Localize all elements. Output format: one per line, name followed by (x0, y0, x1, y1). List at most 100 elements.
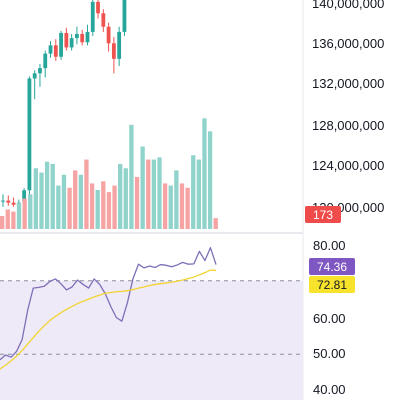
volume-bar (129, 124, 134, 229)
candle-body (22, 190, 27, 202)
candle (101, 9, 106, 32)
rsi-ma-badge: 72.81 (309, 276, 355, 293)
price-axis[interactable]: 140,000,000 136,000,000 132,000,000 128,… (312, 0, 384, 215)
volume-bar (118, 163, 123, 229)
candle-body (85, 31, 90, 43)
candle-body (101, 13, 106, 27)
rsi-tick-label: 40.00 (313, 382, 346, 397)
candle (48, 41, 53, 58)
volume-bar (162, 183, 168, 229)
candle (117, 26, 122, 67)
volume-bar (84, 159, 89, 229)
rsi-pane[interactable] (0, 247, 303, 400)
candle-body (11, 202, 16, 205)
volume-bar (28, 194, 33, 229)
candle-body (117, 31, 122, 59)
volume-bar (61, 174, 67, 229)
volume-bar (33, 168, 39, 229)
candle-body (80, 33, 85, 43)
last-volume-badge-bg (305, 206, 341, 223)
rsi-axis[interactable]: 80.00 60.00 50.00 40.00 (313, 238, 346, 397)
candle (80, 29, 85, 46)
rsi-ma-badge-bg (309, 276, 355, 293)
last-volume-value: 173 (313, 208, 333, 222)
rsi-tick-label: 60.00 (313, 311, 346, 326)
candle (64, 27, 69, 51)
volume-bar (151, 159, 157, 229)
candle (85, 24, 90, 46)
candle-body (43, 53, 48, 69)
volume-bar (101, 181, 106, 229)
volume-bar (168, 185, 173, 229)
volume-bar (22, 198, 27, 229)
candle-body (59, 32, 63, 57)
volume-bar (112, 185, 117, 229)
rsi-ma-line (0, 269, 217, 370)
candle-body (48, 45, 53, 54)
volume-bar (196, 159, 201, 229)
candle-body (122, 0, 127, 32)
volume-bar (123, 168, 128, 229)
candle (6, 195, 11, 206)
candle (122, 0, 127, 37)
rsi-value-badge: 74.36 (309, 258, 355, 275)
volume-bar (213, 218, 218, 229)
volume-bar (179, 183, 185, 229)
candle (69, 33, 74, 51)
volume-bar (39, 172, 44, 229)
candle-body (90, 1, 95, 32)
volume-bar (89, 183, 95, 229)
candle (38, 63, 42, 87)
candle-body (27, 78, 32, 191)
volume-pane (0, 118, 218, 229)
rsi-band-background (0, 280, 303, 400)
price-tick-label: 132,000,000 (312, 76, 384, 91)
volume-bar (44, 161, 50, 229)
volume-bar (207, 131, 213, 229)
candle-body (1, 200, 5, 202)
candle (106, 22, 111, 52)
candle (11, 197, 16, 207)
volume-bar (0, 215, 5, 229)
volume-bar (16, 202, 22, 229)
candle-body (111, 43, 116, 59)
volume-bar (11, 211, 16, 229)
volume-bar (202, 118, 207, 229)
candle (96, 0, 100, 19)
price-tick-label: 136,000,000 (312, 36, 384, 51)
rsi-value-badge-bg (309, 258, 355, 275)
volume-bar (95, 189, 100, 229)
volume-bar (73, 170, 78, 229)
volume-bar (134, 176, 140, 229)
candle-body (106, 26, 111, 44)
candle-body (75, 33, 79, 39)
candle (43, 50, 48, 78)
rsi-value: 74.36 (317, 260, 347, 274)
volume-bar (50, 163, 55, 229)
volume-bar (174, 170, 179, 229)
candle-body (64, 32, 69, 48)
candle-body (53, 45, 58, 57)
last-volume-badge: 173 (305, 206, 341, 223)
volume-bar (157, 157, 162, 229)
candle (27, 76, 32, 197)
candle-body (96, 1, 100, 14)
volume-bar (106, 192, 112, 229)
candle-body (38, 68, 42, 74)
price-tick-label: 140,000,000 (312, 0, 384, 11)
candle (75, 26, 79, 45)
volume-bar (56, 185, 61, 229)
price-tick-label: 124,000,000 (312, 158, 384, 173)
volume-bar (185, 187, 190, 229)
price-tick-label: 128,000,000 (312, 118, 384, 133)
candle (59, 30, 63, 60)
candle (1, 194, 5, 207)
candle (53, 39, 58, 61)
rsi-line (0, 247, 217, 361)
candle-body (32, 73, 37, 79)
candle-body (69, 38, 74, 48)
candle (32, 70, 37, 100)
candle-body (6, 200, 11, 203)
candle (111, 37, 116, 74)
